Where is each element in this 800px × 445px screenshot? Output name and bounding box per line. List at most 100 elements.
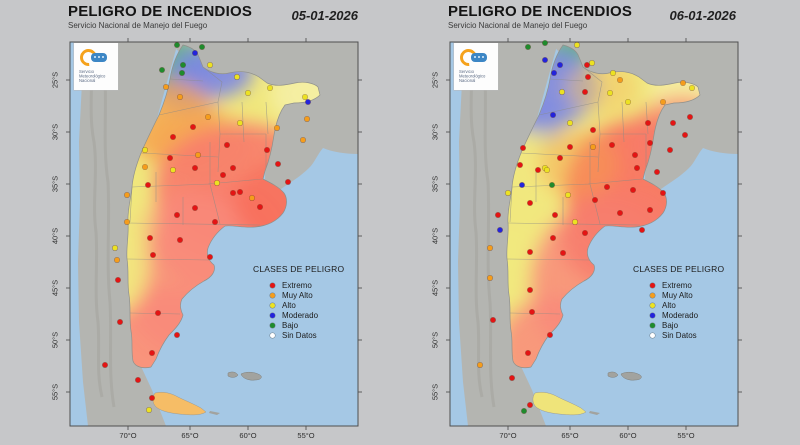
- legend-item-e: Extremo: [253, 280, 353, 290]
- lon-axis-label: 60°O: [239, 431, 257, 440]
- legend-item-mod: Moderado: [253, 310, 353, 320]
- legend-dot-icon: [650, 312, 655, 318]
- lat-axis-label: 25°S: [50, 71, 60, 89]
- page-subtitle: Servicio Nacional de Manejo del Fuego: [68, 21, 208, 30]
- lon-axis-label: 70°O: [119, 431, 137, 440]
- legend-item-label: Alto: [282, 300, 296, 310]
- legend-dot-icon: [650, 322, 655, 328]
- legend-item-s: Sin Datos: [253, 330, 353, 340]
- fire-danger-map: [446, 38, 742, 430]
- legend-item-label: Muy Alto: [662, 290, 693, 300]
- andes-terrain-texture: [468, 51, 496, 408]
- legend-item-a: Alto: [633, 300, 733, 310]
- legend-dot-icon: [650, 332, 655, 338]
- axis-ticks: [446, 38, 742, 430]
- province-borders: [506, 66, 649, 315]
- province-borders: [126, 66, 269, 315]
- fire-danger-map: [66, 38, 362, 430]
- legend-rows: Extremo Muy Alto Alto Moderado Bajo Sin Datos: [253, 280, 353, 340]
- page-title: PELIGRO DE INCENDIOS: [448, 3, 633, 20]
- legend-dot-icon: [270, 302, 275, 308]
- lat-axis-label: 30°S: [430, 123, 440, 141]
- lat-axis-label: 55°S: [50, 383, 60, 401]
- legend-dot-icon: [650, 292, 655, 298]
- legend-item-label: Muy Alto: [282, 290, 313, 300]
- smn-logo-text: Servicio Meteorológico Nacional: [459, 70, 486, 84]
- legend-item-label: Bajo: [662, 320, 679, 330]
- legend-item-label: Moderado: [282, 310, 319, 320]
- lat-axis-label: 40°S: [50, 227, 60, 245]
- legend-item-label: Sin Datos: [662, 330, 697, 340]
- legend-dot-icon: [270, 292, 275, 298]
- legend: CLASES DE PELIGRO Extremo Muy Alto Alto Mod…: [633, 264, 733, 340]
- legend-dot-icon: [270, 322, 275, 328]
- legend-item-label: Alto: [662, 300, 676, 310]
- map-area: Servicio Meteorológico Nacional CLASES DE …: [51, 38, 362, 440]
- lat-axis-label: 45°S: [430, 279, 440, 297]
- lon-axis-label: 60°O: [619, 431, 637, 440]
- legend-item-label: Extremo: [282, 280, 312, 290]
- legend-title: CLASES DE PELIGRO: [253, 264, 345, 274]
- danger-field-blob: [566, 62, 638, 114]
- lat-axis-label: 45°S: [50, 279, 60, 297]
- legend-item-label: Moderado: [662, 310, 699, 320]
- legend-item-m: Muy Alto: [633, 290, 733, 300]
- legend-item-mod: Moderado: [633, 310, 733, 320]
- lon-axis-label: 55°O: [677, 431, 695, 440]
- map-frame: [449, 41, 739, 427]
- falkland-islands: [227, 371, 262, 381]
- smn-logo-text: Servicio Meteorológico Nacional: [79, 70, 106, 84]
- danger-field-blob: [126, 187, 154, 247]
- argentina-border: [506, 44, 701, 369]
- lat-axis-label: 35°S: [50, 175, 60, 193]
- lat-axis-label: 50°S: [430, 331, 440, 349]
- map-panel-day1: PELIGRO DE INCENDIOS Servicio Nacional d…: [51, 3, 362, 440]
- smn-logo-pill-icon: [91, 53, 107, 62]
- legend-dot-icon: [650, 302, 655, 308]
- legend-dot-icon: [270, 312, 275, 318]
- tierra-del-fuego: [152, 391, 207, 416]
- lon-axis-label: 55°O: [297, 431, 315, 440]
- falkland-islands: [607, 371, 642, 381]
- legend-item-b: Bajo: [633, 320, 733, 330]
- legend-item-label: Bajo: [282, 320, 299, 330]
- map-panel-day2: PELIGRO DE INCENDIOS Servicio Nacional d…: [400, 0, 800, 445]
- legend-dot-icon: [650, 282, 655, 288]
- lat-axis-label: 55°S: [430, 383, 440, 401]
- isla-de-los-estados: [209, 411, 220, 415]
- legend-dot-icon: [270, 282, 275, 288]
- lat-axis-label: 25°S: [430, 71, 440, 89]
- legend-item-e: Extremo: [633, 280, 733, 290]
- smn-logo: Servicio Meteorológico Nacional: [74, 43, 118, 90]
- legend-item-s: Sin Datos: [633, 330, 733, 340]
- page-title: PELIGRO DE INCENDIOS: [68, 3, 253, 20]
- danger-field-blob: [538, 130, 618, 198]
- lat-axis-label: 50°S: [50, 331, 60, 349]
- tierra-del-fuego: [532, 391, 587, 416]
- andes-terrain-texture: [88, 51, 116, 408]
- map-area: Servicio Meteorológico Nacional CLASES DE …: [431, 38, 742, 440]
- legend: CLASES DE PELIGRO Extremo Muy Alto Alto Mod…: [253, 264, 353, 340]
- smn-logo: Servicio Meteorológico Nacional: [454, 43, 498, 90]
- legend-title: CLASES DE PELIGRO: [633, 264, 725, 274]
- forecast-date: 06-01-2026: [669, 8, 737, 23]
- lat-axis-label: 35°S: [430, 175, 440, 193]
- legend-item-label: Extremo: [662, 280, 692, 290]
- page-subtitle: Servicio Nacional de Manejo del Fuego: [448, 21, 588, 30]
- legend-item-m: Muy Alto: [253, 290, 353, 300]
- legend-item-label: Sin Datos: [282, 330, 317, 340]
- isla-de-los-estados: [589, 411, 600, 415]
- lat-axis-label: 30°S: [50, 123, 60, 141]
- forecast-date: 05-01-2026: [291, 8, 359, 23]
- legend-item-a: Alto: [253, 300, 353, 310]
- lon-axis-label: 65°O: [181, 431, 199, 440]
- lon-axis-label: 65°O: [561, 431, 579, 440]
- axis-ticks: [66, 38, 362, 430]
- smn-logo-pill-icon: [471, 53, 487, 62]
- lon-axis-label: 70°O: [499, 431, 517, 440]
- map-frame: [69, 41, 359, 427]
- legend-dot-icon: [270, 332, 275, 338]
- lat-axis-label: 40°S: [430, 227, 440, 245]
- legend-item-b: Bajo: [253, 320, 353, 330]
